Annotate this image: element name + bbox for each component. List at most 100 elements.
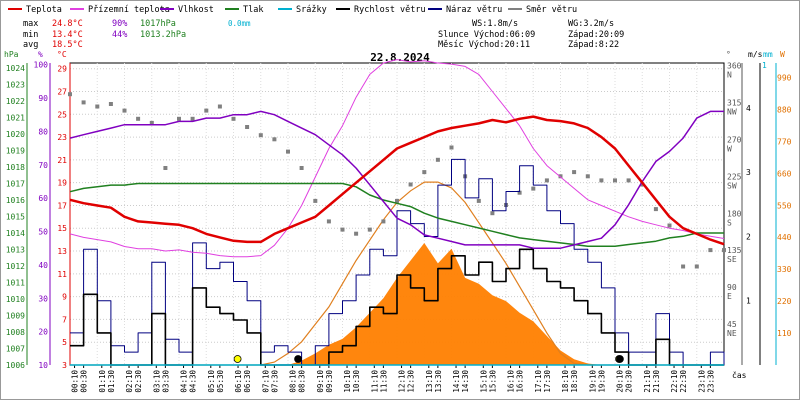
- x-tick-16: 08:10: [289, 370, 298, 393]
- humidity-line: [69, 110, 724, 249]
- stats-min-press: 1013.2hPa: [140, 30, 186, 40]
- pressure-tick-11: 1013: [6, 245, 25, 254]
- legend-label-7: Směr větru: [526, 5, 577, 15]
- x-tick-6: 03:10: [152, 370, 161, 393]
- x-tick-28: 14:10: [452, 370, 461, 393]
- legend: Teplota Přízemní teplota Vlhkost Tlak Srážky…: [8, 5, 577, 15]
- wind-direction-point-1: [81, 100, 86, 105]
- pressure-tick-13: 1011: [6, 278, 25, 287]
- radiation-tick-0: 990: [777, 74, 792, 83]
- radiation-tick-4: 550: [777, 201, 792, 210]
- wind-direction-point-6: [149, 120, 154, 125]
- wind-direction-point-16: [286, 149, 290, 154]
- stats-wg: WG:3.2m/s: [568, 19, 614, 29]
- stats-max-temp: 24.8°C: [52, 19, 83, 29]
- sun-marker-0: [233, 355, 242, 363]
- direction-unit-label: °: [726, 50, 731, 59]
- wind-direction-point-21: [354, 231, 359, 236]
- x-tick-36: 18:10: [561, 370, 570, 393]
- temperature-tick-3: 23: [57, 133, 67, 142]
- wind-direction-point-26: [422, 170, 427, 175]
- direction-cardinal-4: S: [727, 218, 732, 227]
- humidity-tick-2: 80: [38, 127, 48, 136]
- stats-avg-temp: 18.5°C: [52, 40, 83, 50]
- x-tick-25: 12:30: [407, 370, 416, 393]
- wind-direction-point-2: [95, 104, 100, 109]
- x-tick-15: 07:30: [270, 370, 279, 393]
- temperature-tick-11: 7: [62, 315, 67, 324]
- wind-direction-point-45: [681, 264, 686, 269]
- x-tick-7: 03:30: [161, 370, 170, 393]
- direction-tick-5: 135: [727, 246, 742, 255]
- chart-title: 22.8.2024: [370, 51, 430, 64]
- stats-avg-label: avg: [23, 40, 38, 50]
- stats-sunrise: Slunce Východ:06:09: [438, 30, 535, 40]
- stats-max-rain: 0.0mm: [228, 19, 251, 28]
- stats-moonrise: Měsíc Východ:20:11: [438, 40, 530, 50]
- x-tick-37: 18:30: [570, 370, 579, 393]
- pressure-tick-15: 1009: [6, 311, 25, 320]
- x-tick-1: 00:30: [80, 370, 89, 393]
- temperature-line: [69, 115, 725, 246]
- temperature-tick-13: 3: [62, 361, 67, 370]
- axis-unit-headers: hPa % °C ° m/s mm W čas: [4, 50, 785, 380]
- direction-cardinal-2: W: [727, 144, 732, 153]
- moon-marker-1: [616, 355, 624, 363]
- x-tick-32: 16:10: [507, 370, 516, 393]
- direction-cardinal-6: E: [727, 292, 732, 301]
- humidity-tick-0: 100: [34, 61, 49, 70]
- wind-direction-point-38: [585, 174, 590, 179]
- wind-tick-0: 4: [746, 104, 751, 113]
- wind-tick-3: 1: [746, 297, 751, 306]
- direction-tick-6: 90: [727, 283, 737, 292]
- pressure-tick-0: 1024: [6, 64, 25, 73]
- plot-area: [68, 59, 726, 366]
- wind-direction-point-28: [449, 145, 454, 150]
- wind-direction-point-47: [708, 248, 713, 253]
- stats-moonset: Západ:8:22: [568, 40, 619, 50]
- radiation-tick-2: 770: [777, 137, 792, 146]
- x-tick-46: 23:10: [697, 370, 706, 393]
- humidity-tick-4: 60: [38, 194, 48, 203]
- wind-direction-point-30: [476, 198, 481, 203]
- x-tick-24: 12:10: [398, 370, 407, 393]
- x-tick-19: 09:30: [325, 370, 334, 393]
- temperature-tick-9: 11: [57, 270, 67, 279]
- pressure-tick-8: 1016: [6, 196, 25, 205]
- x-tick-20: 10:10: [343, 370, 352, 393]
- radiation-tick-5: 440: [777, 233, 792, 242]
- stats-max-hum: 90%: [112, 19, 127, 29]
- legend-label-1: Přízemní teplota: [88, 5, 170, 15]
- wind-direction-point-14: [258, 133, 263, 138]
- x-tick-30: 15:10: [479, 370, 488, 393]
- x-tick-8: 04:10: [180, 370, 189, 393]
- stats-max-press: 1017hPa: [140, 19, 176, 29]
- x-tick-27: 13:30: [434, 370, 443, 393]
- direction-tick-4: 180: [727, 209, 742, 218]
- temperature-tick-0: 29: [57, 65, 67, 74]
- legend-label-6: Náraz větru: [446, 5, 502, 15]
- x-tick-45: 22:30: [679, 370, 688, 393]
- pressure-tick-9: 1015: [6, 212, 25, 221]
- pressure-tick-12: 1012: [6, 262, 25, 271]
- wind-tick-1: 3: [746, 168, 751, 177]
- humidity-tick-8: 20: [38, 328, 48, 337]
- wind-direction-point-19: [326, 219, 331, 224]
- x-tick-0: 00:10: [71, 370, 80, 393]
- x-tick-18: 09:10: [316, 370, 325, 393]
- direction-tick-3: 225: [727, 172, 742, 181]
- temperature-tick-7: 15: [57, 224, 67, 233]
- wind-direction-point-5: [136, 116, 141, 121]
- stats-min-hum: 44%: [112, 30, 127, 40]
- wind-gust-line: [70, 158, 725, 366]
- wind-direction-point-8: [177, 116, 181, 121]
- x-tick-17: 08:30: [298, 370, 307, 393]
- direction-cardinal-5: SE: [727, 255, 737, 264]
- temperature-tick-6: 17: [57, 201, 67, 210]
- x-tick-38: 19:10: [588, 370, 597, 393]
- wind-unit-label: m/s: [748, 50, 763, 59]
- stats-ws: WS:1.8m/s: [472, 19, 518, 29]
- pressure-unit-label: hPa: [4, 50, 19, 59]
- wind-direction-point-12: [231, 116, 236, 121]
